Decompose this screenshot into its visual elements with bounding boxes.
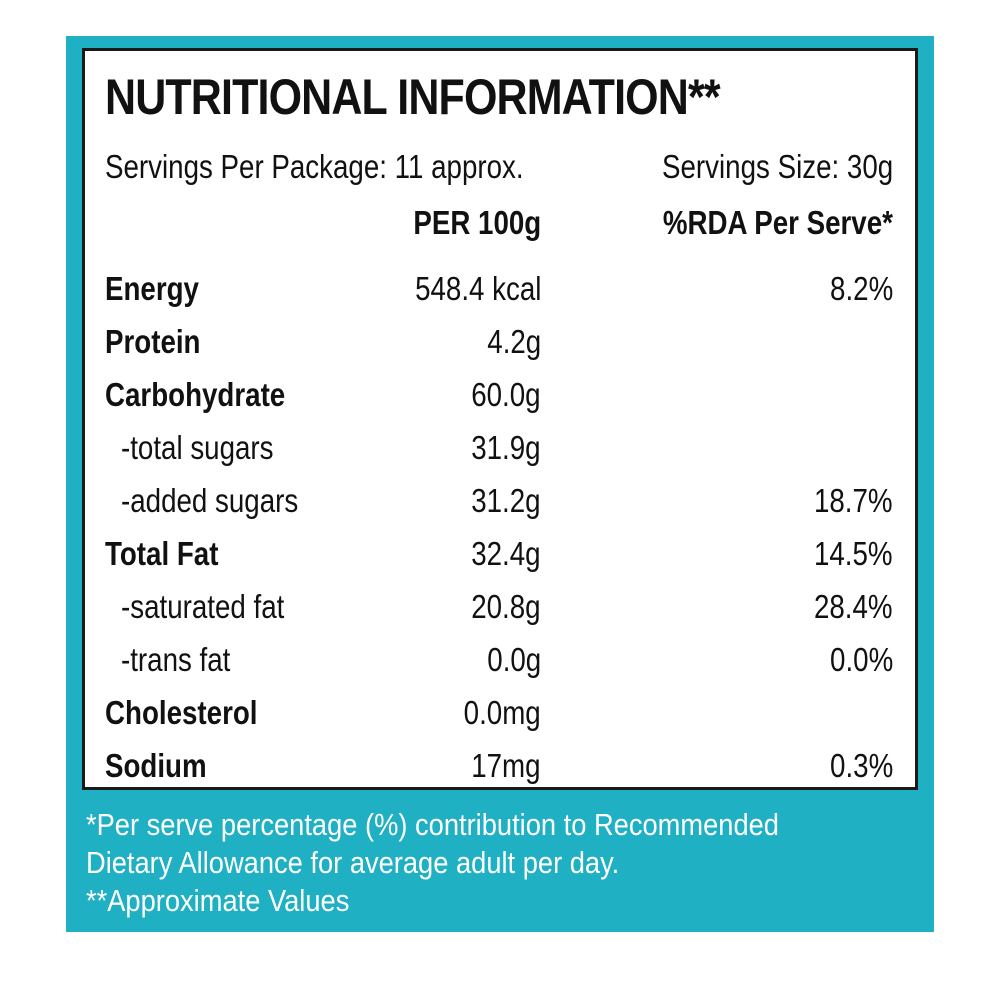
label-panel: NUTRITIONAL INFORMATION** Servings Per P… bbox=[66, 36, 934, 932]
nutrient-per100-added-sugars: 31.2g bbox=[471, 482, 541, 519]
nutrient-name-added-sugars: -added sugars bbox=[121, 482, 299, 519]
nutrient-per100-total-sugars: 31.9g bbox=[471, 429, 541, 466]
nutrition-title: NUTRITIONAL INFORMATION** bbox=[105, 69, 721, 125]
nutrient-name-carbohydrate: Carbohydrate bbox=[105, 376, 286, 413]
nutrient-per100-energy: 548.4 kcal bbox=[414, 270, 541, 307]
nutrient-rda-saturated-fat: 28.4% bbox=[814, 588, 893, 625]
nutrient-name-cholesterol: Cholesterol bbox=[105, 694, 258, 731]
servings-per-package: Servings Per Package: 11 approx. bbox=[105, 148, 524, 185]
nutrient-rda-energy: 8.2% bbox=[829, 270, 893, 307]
header-per-100g: PER 100g bbox=[413, 204, 541, 241]
footnote-rda-continued: Dietary Allowance for average adult per … bbox=[86, 845, 620, 880]
nutrient-name-energy: Energy bbox=[105, 270, 199, 307]
nutrient-per100-cholesterol: 0.0mg bbox=[463, 694, 541, 731]
nutrition-table: NUTRITIONAL INFORMATION** Servings Per P… bbox=[82, 48, 918, 790]
nutrient-per100-sodium: 17mg bbox=[471, 747, 541, 784]
nutrient-name-protein: Protein bbox=[105, 323, 201, 360]
footnotes: *Per serve percentage (%) contribution t… bbox=[86, 806, 846, 920]
nutrient-rda-trans-fat: 0.0% bbox=[829, 641, 893, 678]
nutrient-rda-sodium: 0.3% bbox=[829, 747, 893, 784]
nutrient-name-trans-fat: -trans fat bbox=[121, 641, 231, 678]
nutrient-name-total-sugars: -total sugars bbox=[121, 429, 274, 466]
header-rda-per-serve: %RDA Per Serve* bbox=[662, 204, 893, 241]
nutrient-rda-added-sugars: 18.7% bbox=[814, 482, 893, 519]
nutrient-per100-trans-fat: 0.0g bbox=[487, 641, 541, 678]
serving-size: Servings Size: 30g bbox=[661, 148, 893, 185]
footnote-approximate: **Approximate Values bbox=[86, 883, 350, 918]
nutrient-name-saturated-fat: -saturated fat bbox=[121, 588, 285, 625]
nutrient-rda-total-fat: 14.5% bbox=[814, 535, 893, 572]
nutrient-name-sodium: Sodium bbox=[105, 747, 207, 784]
footnote-rda: *Per serve percentage (%) contribution t… bbox=[86, 807, 779, 842]
nutrient-per100-protein: 4.2g bbox=[487, 323, 541, 360]
nutrient-per100-carbohydrate: 60.0g bbox=[471, 376, 541, 413]
nutrient-per100-saturated-fat: 20.8g bbox=[471, 588, 541, 625]
nutrient-per100-total-fat: 32.4g bbox=[471, 535, 541, 572]
nutrient-name-total-fat: Total Fat bbox=[105, 535, 219, 572]
